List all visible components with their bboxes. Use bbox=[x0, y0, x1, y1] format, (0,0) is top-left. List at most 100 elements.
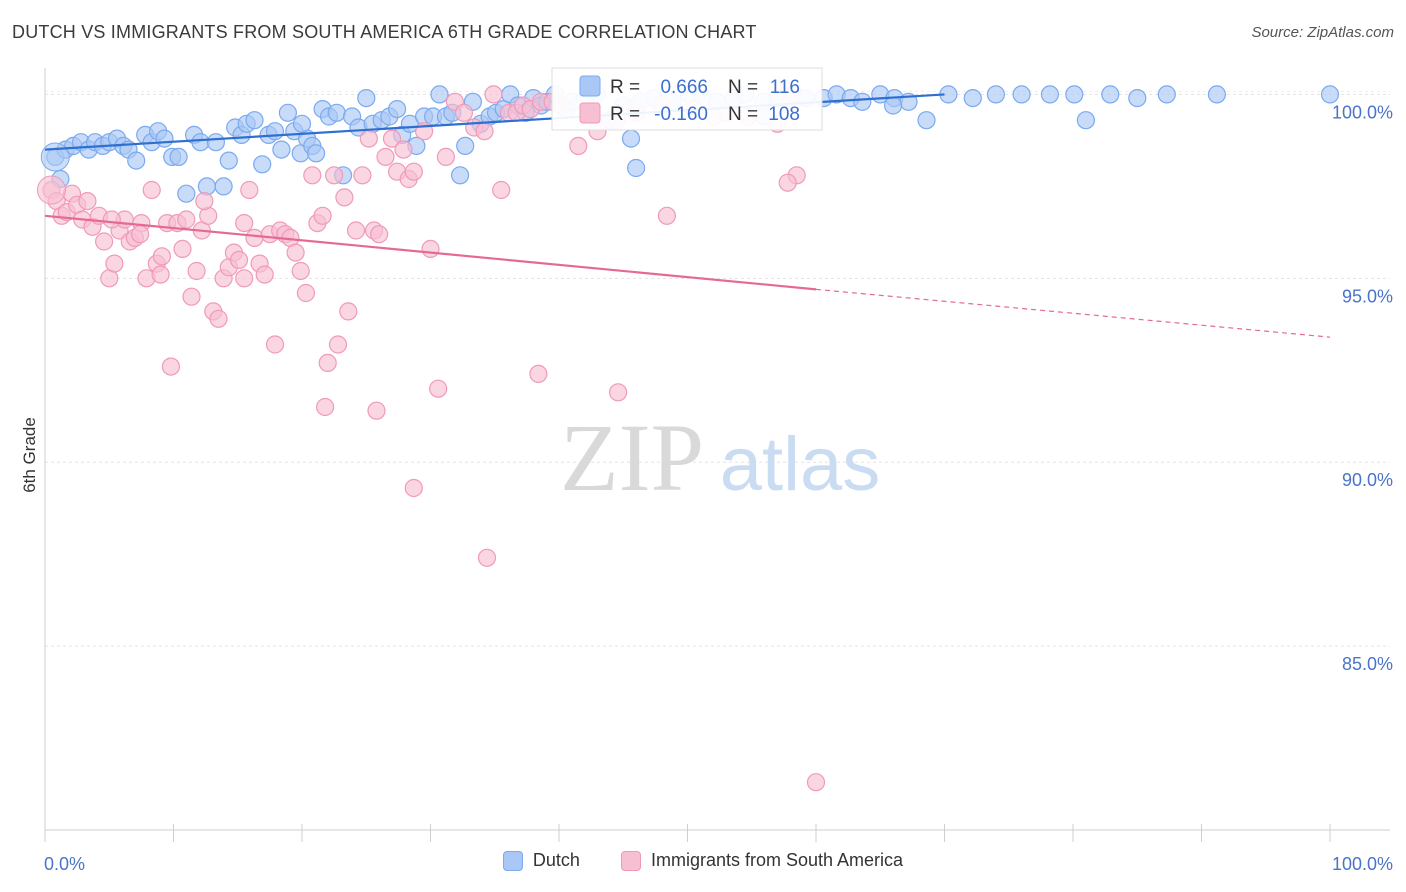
point-dutch-39 bbox=[307, 144, 326, 163]
point-dutch-111 bbox=[1320, 85, 1340, 104]
point-immigrants-26 bbox=[177, 210, 196, 229]
point-dutch-21 bbox=[191, 133, 210, 152]
point-immigrants-63 bbox=[376, 147, 395, 166]
point-immigrants-91 bbox=[657, 206, 677, 225]
trend-line-immigrants bbox=[44, 214, 817, 291]
point-dutch-99 bbox=[917, 111, 936, 130]
point-immigrants-52 bbox=[313, 206, 332, 225]
point-immigrants-55 bbox=[328, 335, 348, 354]
source-label: Source: ZipAtlas.com bbox=[1251, 24, 1394, 41]
point-immigrants-56 bbox=[335, 188, 354, 207]
point-immigrants-50 bbox=[303, 166, 322, 185]
point-dutch-34 bbox=[278, 103, 297, 122]
stats-r-label-0: R = bbox=[610, 77, 640, 98]
point-immigrants-70 bbox=[421, 239, 440, 258]
point-dutch-30 bbox=[253, 155, 272, 174]
point-immigrants-49 bbox=[296, 283, 315, 303]
point-immigrants-99 bbox=[806, 773, 826, 792]
point-dutch-46 bbox=[357, 88, 376, 108]
point-dutch-113 bbox=[626, 158, 646, 178]
point-immigrants-104 bbox=[529, 364, 548, 383]
point-immigrants-64 bbox=[382, 129, 402, 148]
stats-n-value-1: 108 bbox=[768, 104, 800, 125]
point-immigrants-110 bbox=[235, 269, 254, 288]
point-dutch-103 bbox=[1012, 85, 1031, 104]
point-immigrants-111 bbox=[778, 173, 797, 192]
point-dutch-109 bbox=[1157, 85, 1176, 104]
point-immigrants-102 bbox=[404, 478, 423, 498]
stats-swatch-1 bbox=[579, 102, 601, 124]
point-dutch-79 bbox=[621, 129, 641, 148]
point-immigrants-72 bbox=[436, 147, 455, 166]
point-immigrants-10 bbox=[94, 232, 114, 251]
legend-label-immigrants: Immigrants from South America bbox=[650, 850, 904, 870]
point-dutch-105 bbox=[1065, 85, 1084, 104]
point-immigrants-57 bbox=[339, 302, 358, 321]
point-dutch-112 bbox=[292, 114, 312, 133]
legend: Dutch Immigrants from South America bbox=[0, 850, 1406, 876]
point-dutch-16 bbox=[155, 129, 174, 148]
point-immigrants-12 bbox=[105, 254, 124, 273]
point-immigrants-66 bbox=[394, 140, 413, 159]
point-immigrants-54 bbox=[325, 166, 344, 185]
x-tick-label-1: 100.0% bbox=[1332, 854, 1393, 874]
stats-n-value-0: 116 bbox=[770, 77, 800, 98]
point-immigrants-43 bbox=[265, 335, 285, 354]
point-immigrants-32 bbox=[209, 309, 228, 328]
point-immigrants-37 bbox=[235, 214, 254, 233]
point-dutch-12 bbox=[127, 151, 146, 170]
point-immigrants-27 bbox=[182, 287, 201, 306]
point-dutch-59 bbox=[451, 166, 470, 185]
point-dutch-18 bbox=[169, 147, 188, 166]
legend-item-immigrants[interactable]: Immigrants from South America bbox=[620, 850, 904, 871]
point-immigrants-71 bbox=[429, 379, 448, 398]
point-immigrants-47 bbox=[286, 243, 305, 262]
y-tick-label-3: 100.0% bbox=[1332, 102, 1393, 122]
point-dutch-42 bbox=[327, 103, 346, 122]
point-dutch-32 bbox=[265, 122, 285, 141]
legend-swatch-dutch bbox=[502, 850, 523, 871]
point-dutch-110 bbox=[1207, 85, 1227, 104]
point-dutch-108 bbox=[1128, 88, 1147, 108]
gridlines bbox=[45, 90, 1390, 647]
point-dutch-22 bbox=[197, 177, 216, 196]
legend-item-dutch[interactable]: Dutch bbox=[502, 850, 580, 871]
tick-labels: 85.0% 90.0% 95.0% 100.0% 0.0% 100.0% bbox=[44, 102, 1393, 874]
x-tick-label-0: 0.0% bbox=[44, 854, 85, 874]
point-immigrants-60 bbox=[359, 129, 378, 148]
point-immigrants-23 bbox=[161, 357, 180, 376]
point-immigrants-77 bbox=[484, 85, 503, 104]
point-immigrants-105 bbox=[608, 383, 628, 402]
point-dutch-95 bbox=[853, 92, 872, 111]
point-immigrants-59 bbox=[353, 166, 372, 185]
point-dutch-60 bbox=[456, 136, 475, 155]
watermark-atlas: atlas bbox=[720, 422, 881, 507]
point-immigrants-25 bbox=[173, 239, 192, 258]
chart-title: DUTCH VS IMMIGRANTS FROM SOUTH AMERICA 6… bbox=[12, 22, 757, 42]
point-immigrants-78 bbox=[492, 180, 511, 200]
point-immigrants-62 bbox=[370, 225, 389, 244]
legend-swatch-immigrants bbox=[620, 850, 641, 871]
point-immigrants-28 bbox=[187, 261, 206, 281]
stats-n-label-1: N = bbox=[728, 104, 758, 125]
stats-swatch-0 bbox=[579, 75, 601, 97]
point-immigrants-103 bbox=[477, 548, 497, 567]
point-dutch-56 bbox=[430, 85, 449, 104]
point-immigrants-108 bbox=[131, 225, 150, 244]
stats-r-value-0: 0.666 bbox=[660, 77, 708, 98]
point-immigrants-39 bbox=[245, 228, 264, 247]
point-dutch-cluster bbox=[40, 142, 70, 172]
point-immigrants-48 bbox=[291, 261, 310, 281]
point-immigrants-7 bbox=[78, 192, 97, 211]
stats-r-value-1: -0.160 bbox=[654, 104, 708, 125]
point-immigrants-76 bbox=[475, 122, 494, 141]
watermark: ZIP atlas bbox=[560, 404, 880, 511]
stats-box: R = 0.666 N = 116 R = -0.160 N = 108 bbox=[551, 67, 823, 131]
point-immigrants-106 bbox=[102, 210, 121, 229]
point-dutch-50 bbox=[388, 99, 407, 119]
legend-label-dutch: Dutch bbox=[532, 850, 580, 870]
point-immigrants-68 bbox=[404, 162, 423, 181]
point-dutch-107 bbox=[1101, 85, 1120, 104]
point-immigrants-86 bbox=[569, 136, 588, 155]
